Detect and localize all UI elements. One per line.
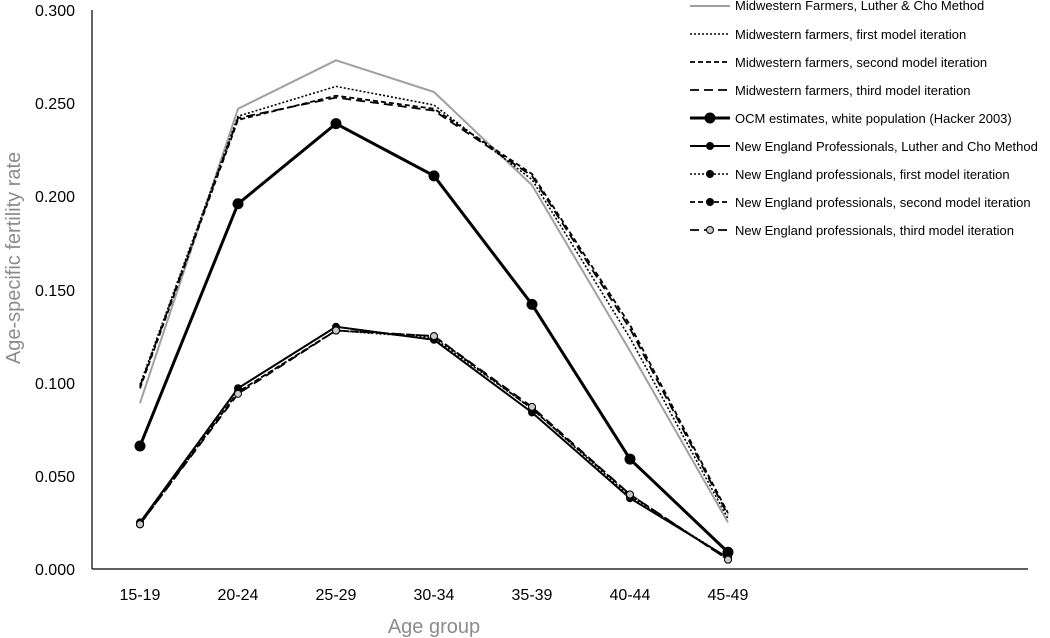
data-point bbox=[330, 118, 342, 130]
y-tick-label: 0.000 bbox=[35, 562, 75, 579]
x-tick-label: 15-19 bbox=[120, 587, 161, 604]
legend-label: OCM estimates, white population (Hacker … bbox=[735, 111, 1012, 126]
series-line bbox=[139, 96, 729, 516]
y-tick-label: 0.300 bbox=[35, 3, 75, 20]
x-tick-label: 30-34 bbox=[414, 587, 455, 604]
legend-label: New England Professionals, Luther and Ch… bbox=[735, 139, 1038, 154]
x-tick-label: 20-24 bbox=[218, 587, 259, 604]
legend: Midwestern Farmers, Luther & Cho Method … bbox=[690, 0, 1038, 238]
series-group bbox=[134, 118, 734, 558]
series-line bbox=[139, 85, 729, 520]
x-tick-label: 40-44 bbox=[610, 587, 651, 604]
series-group bbox=[136, 326, 732, 564]
series-group bbox=[139, 85, 729, 520]
series-line bbox=[139, 329, 729, 559]
data-point bbox=[232, 198, 244, 210]
legend-label: New England professionals, second model … bbox=[735, 195, 1031, 210]
legend-label: Midwestern farmers, second model iterati… bbox=[735, 55, 987, 70]
y-tick-label: 0.100 bbox=[35, 376, 75, 393]
series-line bbox=[139, 329, 729, 561]
y-tick-labels: 0.000 0.050 0.100 0.150 0.200 0.250 0.30… bbox=[35, 3, 75, 579]
series-group bbox=[139, 94, 729, 514]
x-tick-label: 35-39 bbox=[512, 587, 553, 604]
data-point bbox=[332, 326, 340, 335]
legend-marker bbox=[704, 112, 716, 124]
data-point bbox=[134, 440, 146, 452]
y-tick-label: 0.250 bbox=[35, 96, 75, 113]
data-point bbox=[626, 490, 634, 499]
legend-label: Midwestern Farmers, Luther & Cho Method bbox=[735, 0, 984, 13]
data-point bbox=[526, 298, 538, 310]
series-line bbox=[139, 94, 729, 514]
data-point bbox=[624, 453, 636, 465]
series-group bbox=[139, 96, 729, 516]
legend-marker bbox=[706, 226, 714, 234]
series-line bbox=[139, 325, 729, 559]
legend-marker bbox=[706, 142, 714, 150]
x-tick-label: 45-49 bbox=[708, 587, 749, 604]
series-group bbox=[139, 59, 729, 523]
series-line bbox=[139, 59, 729, 523]
y-axis-title: Age-specific fertility rate bbox=[3, 152, 25, 364]
data-point bbox=[430, 332, 438, 341]
data-point bbox=[724, 555, 732, 564]
series-group bbox=[136, 326, 732, 564]
legend-label: Midwestern farmers, third model iteratio… bbox=[735, 83, 971, 98]
y-tick-label: 0.050 bbox=[35, 469, 75, 486]
legend-label: New England professionals, first model i… bbox=[735, 167, 1010, 182]
x-axis-title: Age group bbox=[388, 616, 480, 638]
data-point bbox=[428, 170, 440, 182]
legend-marker bbox=[706, 170, 714, 178]
data-point bbox=[234, 389, 242, 398]
data-point bbox=[136, 520, 144, 529]
legend-label: New England professionals, third model i… bbox=[735, 223, 1014, 238]
axes bbox=[91, 10, 1028, 570]
x-tick-label: 25-29 bbox=[316, 587, 357, 604]
series-layer bbox=[134, 59, 734, 564]
y-tick-label: 0.200 bbox=[35, 189, 75, 206]
legend-marker bbox=[706, 198, 714, 206]
y-tick-label: 0.150 bbox=[35, 283, 75, 300]
x-tick-labels: 15-19 20-24 25-29 30-34 35-39 40-44 45-4… bbox=[120, 587, 749, 604]
series-line bbox=[139, 329, 729, 561]
data-point bbox=[528, 402, 536, 411]
legend-label: Midwestern farmers, first model iteratio… bbox=[735, 27, 966, 42]
